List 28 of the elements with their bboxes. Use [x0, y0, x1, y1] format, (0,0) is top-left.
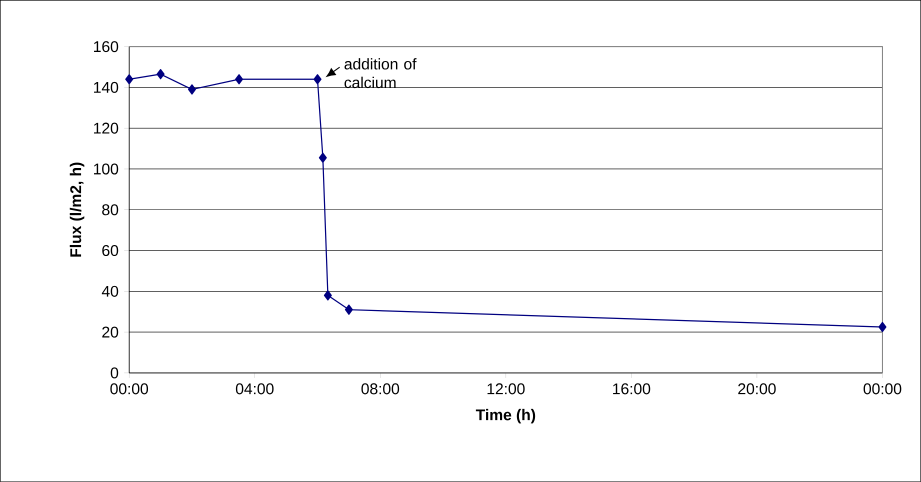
point — [156, 69, 165, 80]
point — [324, 290, 332, 301]
x-tick-label: 08:00 — [361, 383, 400, 394]
y-axis-title: Flux (l/m2, h) — [70, 162, 84, 257]
x-tick-label: 00:00 — [110, 383, 148, 394]
point — [125, 74, 134, 84]
point — [314, 74, 322, 84]
point — [878, 322, 886, 332]
y-tick-label: 60 — [102, 245, 118, 256]
y-tick-label: 120 — [94, 122, 118, 134]
y-tick-label: 100 — [94, 164, 118, 175]
annotation: addition of calcium — [344, 58, 417, 88]
point — [344, 304, 353, 315]
y-tick-label: 40 — [102, 286, 118, 297]
y-tick-label: 20 — [102, 326, 118, 338]
x-tick-label: 12:00 — [488, 383, 525, 394]
point — [235, 74, 244, 84]
point — [318, 152, 327, 163]
y-tick-label: 160 — [94, 41, 118, 52]
x-tick-label: 00:00 — [864, 383, 902, 394]
y-tick-label: 80 — [102, 204, 118, 216]
x-tick-label: 16:00 — [613, 383, 650, 394]
x-tick-label: 04:00 — [236, 383, 274, 394]
y-tick-label: 0 — [110, 367, 118, 378]
y-tick-label: 140 — [94, 82, 118, 93]
x-tick-label: 20:00 — [738, 383, 776, 394]
x-axis-title: Time (h) — [476, 408, 536, 424]
point — [188, 84, 196, 95]
